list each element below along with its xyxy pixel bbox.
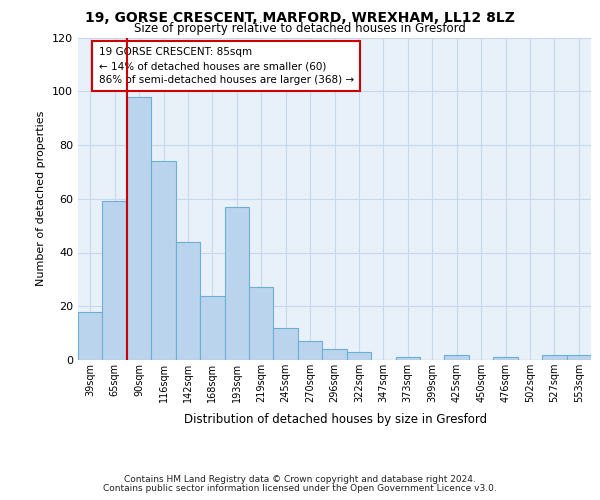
Text: 19 GORSE CRESCENT: 85sqm
← 14% of detached houses are smaller (60)
86% of semi-d: 19 GORSE CRESCENT: 85sqm ← 14% of detach… <box>98 47 353 85</box>
Bar <box>224 207 249 360</box>
Bar <box>200 296 224 360</box>
Text: Size of property relative to detached houses in Gresford: Size of property relative to detached ho… <box>134 22 466 35</box>
Bar <box>151 161 176 360</box>
Text: Contains public sector information licensed under the Open Government Licence v3: Contains public sector information licen… <box>103 484 497 493</box>
Text: Contains HM Land Registry data © Crown copyright and database right 2024.: Contains HM Land Registry data © Crown c… <box>124 475 476 484</box>
Bar <box>127 96 151 360</box>
Bar <box>347 352 371 360</box>
Bar <box>493 358 518 360</box>
Bar <box>249 288 274 360</box>
Bar <box>566 354 591 360</box>
Bar <box>176 242 200 360</box>
Y-axis label: Number of detached properties: Number of detached properties <box>37 111 46 286</box>
Text: Distribution of detached houses by size in Gresford: Distribution of detached houses by size … <box>184 412 488 426</box>
Bar <box>78 312 103 360</box>
Bar <box>274 328 298 360</box>
Bar <box>542 354 566 360</box>
Bar <box>103 202 127 360</box>
Bar <box>395 358 420 360</box>
Bar <box>298 341 322 360</box>
Text: 19, GORSE CRESCENT, MARFORD, WREXHAM, LL12 8LZ: 19, GORSE CRESCENT, MARFORD, WREXHAM, LL… <box>85 11 515 25</box>
Bar <box>322 349 347 360</box>
Bar <box>445 354 469 360</box>
